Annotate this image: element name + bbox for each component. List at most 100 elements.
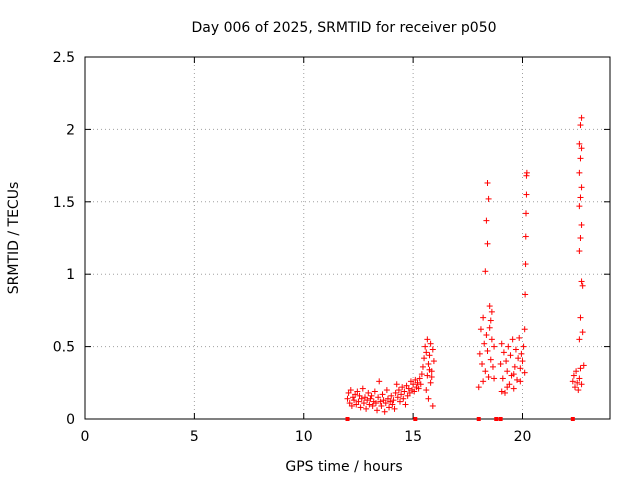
data-point [578,145,585,152]
y-tick-label: 2 [66,122,75,138]
data-point [482,268,489,275]
data-point [521,326,528,333]
data-point [572,384,578,391]
data-point [576,169,583,176]
data-point [426,366,433,373]
data-point [580,362,587,369]
data-point [427,340,434,347]
data-point [429,402,436,409]
data-point [423,387,430,394]
data-point [517,365,524,372]
data-point [354,388,361,395]
data-point [577,365,584,372]
data-point [579,282,586,289]
data-point [521,369,528,376]
x-tick-label: 0 [81,429,90,445]
data-point [578,114,585,121]
tick-layer [84,56,610,420]
data-point [364,397,371,404]
data-point [498,340,505,347]
data-point [415,385,422,392]
data-point [367,395,374,402]
data-point [485,374,492,381]
data-point [425,395,432,402]
data-point [575,387,582,394]
data-point [574,379,581,386]
zero-marker [345,417,350,421]
data-point [480,378,487,385]
data-point [578,221,585,228]
data-point [395,387,402,394]
data-point [489,363,496,370]
data-point [418,371,425,378]
data-point [577,235,584,241]
data-point [348,402,355,409]
data-point [522,261,529,268]
data-point [522,291,529,298]
data-point [497,360,504,367]
data-point [578,278,585,285]
data-point [479,360,486,367]
data-point [371,388,378,395]
data-point [576,336,583,343]
data-point [577,314,584,321]
data-point [516,334,523,341]
data-point [358,395,365,402]
data-point [424,336,431,343]
data-point [515,355,522,362]
data-point [427,379,434,386]
data-point [419,363,426,370]
data-point [411,388,418,395]
data-point [402,401,409,408]
data-point [344,395,351,402]
data-point [569,378,576,385]
data-point [388,392,395,399]
data-point [576,375,583,382]
y-tick-label: 0 [66,412,75,428]
zero-marker [413,417,418,421]
data-point [425,360,432,367]
data-point [476,350,483,357]
data-point [428,374,435,381]
data-point [405,385,412,392]
data-point [426,352,433,359]
data-point [482,368,489,375]
data-point [483,217,490,224]
data-point [491,343,498,350]
data-point [523,191,530,198]
data-point [423,349,430,356]
data-point [518,350,525,357]
data-point [500,349,507,356]
data-point [520,343,527,350]
x-tick-label: 5 [190,429,199,445]
data-point [381,408,388,415]
data-point [359,385,366,392]
data-point [424,372,431,379]
data-point [390,397,397,404]
data-point [577,122,584,129]
data-point [578,184,585,191]
data-point [377,398,384,405]
chart-title: Day 006 of 2025, SRMTID for receiver p05… [191,20,496,36]
data-point [397,398,403,405]
x-tick-label: 10 [295,429,313,445]
data-point [421,355,428,362]
grid-layer [85,57,610,419]
data-point [386,404,393,411]
data-point [376,378,383,385]
data-point [394,394,401,401]
y-tick-label: 1 [66,267,75,283]
data-point [366,401,373,408]
data-point [578,381,585,388]
y-tick-label: 0.5 [53,340,75,356]
y-tick-label: 1.5 [53,195,75,211]
data-point [570,372,577,379]
tick-label-layer: 0 0.5 1 1.5 2 2.5 0 5 10 15 20 [53,50,532,445]
data-point [487,356,494,363]
data-point [368,392,375,399]
data-point [491,375,498,382]
data-point [374,407,381,414]
data-point [502,389,508,396]
data-point [417,381,424,388]
